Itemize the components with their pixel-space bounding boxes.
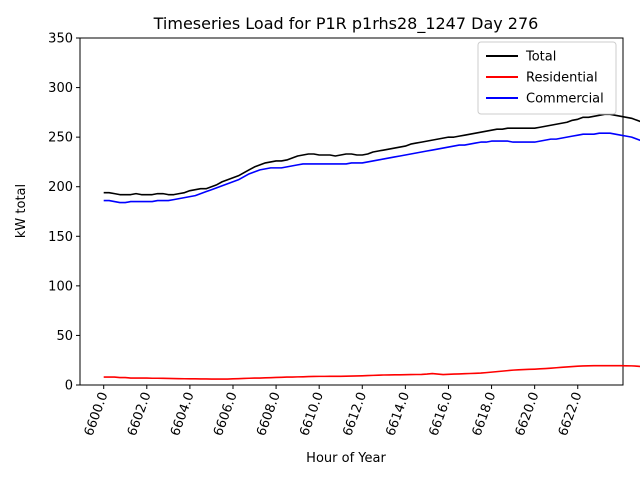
x-tick-label: 6602.0 [125,390,155,438]
y-tick-label: 200 [48,180,73,195]
x-tick-label: 6616.0 [427,390,457,438]
y-tick-label: 150 [48,230,73,245]
series-line-total [103,113,640,196]
x-tick-label: 6614.0 [383,390,413,438]
y-tick-label: 350 [48,32,73,47]
legend-box [477,41,617,115]
x-axis-label: Hour of Year [306,451,386,466]
x-tick-label: 6610.0 [297,390,327,438]
y-tick-label: 0 [65,379,73,394]
x-tick-label: 6618.0 [470,390,500,438]
y-tick-label: 300 [48,81,73,96]
x-tick-label: 6608.0 [254,390,284,438]
legend-label-total: Total [525,50,556,65]
series-line-residential [103,364,640,380]
x-tick-label: 6606.0 [211,390,241,438]
x-tick-label: 6620.0 [513,390,543,438]
plot-frame [79,37,624,386]
y-axis-ticks: 0 50 100 150 200 250 300 350 [48,32,80,394]
y-tick-label: 250 [48,131,73,146]
series-line-commercial [103,132,640,204]
y-tick-label: 100 [48,279,73,294]
y-axis-label: kW total [14,184,29,238]
x-tick-label: 6600.0 [82,390,112,438]
x-tick-label: 6604.0 [168,390,198,438]
legend-label-commercial: Commercial [526,92,604,107]
x-tick-label: 6612.0 [340,390,370,438]
legend-label-residential: Residential [526,71,598,86]
x-axis-ticks: 6600.0 6602.0 6604.0 6606.0 6608.0 6610.0 6612… [82,385,586,438]
series-lines [103,113,640,380]
y-tick-label: 50 [56,329,73,344]
chart-title: Timeseries Load for P1R p1rhs28_1247 Day… [153,14,539,34]
x-tick-label: 6622.0 [556,390,586,438]
legend: Total Residential Commercial [477,41,617,115]
